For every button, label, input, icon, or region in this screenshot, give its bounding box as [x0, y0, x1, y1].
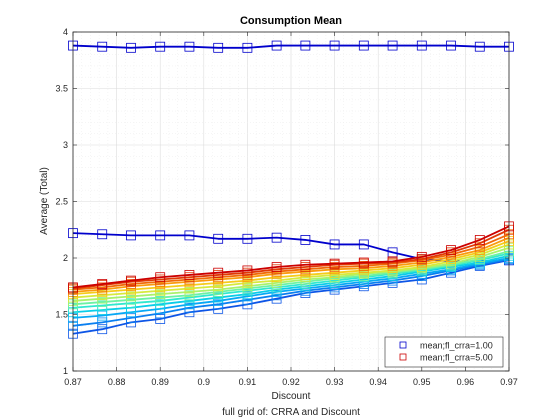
figure-caption: full grid of: CRRA and Discount: [222, 407, 360, 418]
x-axis-label: Discount: [272, 391, 311, 402]
data-point-marker: [329, 258, 340, 269]
series-line: [72, 257, 510, 319]
data-point-marker: [242, 233, 253, 244]
x-tick-label: 0.9: [198, 377, 211, 387]
series-line: [72, 258, 510, 327]
x-tick-label: 0.95: [413, 377, 431, 387]
data-point-marker: [126, 230, 136, 241]
data-point-marker: [387, 256, 398, 267]
y-tick-label: 1.5: [55, 310, 68, 320]
x-tick-label: 0.91: [239, 377, 257, 387]
y-tick-label: 4: [63, 27, 68, 37]
x-tick-label: 0.92: [282, 377, 300, 387]
series-line: [72, 243, 510, 299]
x-tick-label: 0.93: [326, 377, 344, 387]
y-tick-label: 2.5: [55, 197, 68, 207]
data-point-marker: [97, 279, 108, 289]
data-point-marker: [126, 42, 136, 53]
legend-label-crra-1: mean;fl_crra=1.00: [420, 341, 493, 351]
data-point-marker: [329, 40, 340, 51]
data-point-marker: [474, 41, 485, 52]
data-point-marker: [329, 239, 340, 250]
data-point-marker: [126, 275, 136, 286]
series-group: [68, 40, 514, 339]
x-tick-labels: 0.87 0.88 0.89 0.9 0.91 0.92 0.93 0.94 0.95 0.96 0…: [64, 377, 518, 387]
x-tick-label: 0.96: [457, 377, 475, 387]
grid: [72, 31, 510, 372]
y-axis-label: Average (Total): [39, 167, 50, 235]
data-point-marker: [213, 267, 224, 278]
y-tick-label: 2: [63, 253, 68, 263]
x-tick-label: 0.87: [64, 377, 82, 387]
series-0: [68, 40, 514, 53]
series-line: [72, 259, 510, 335]
data-point-marker: [97, 324, 108, 335]
series-line: [72, 240, 510, 296]
series-14: [68, 221, 514, 293]
series-line: [72, 44, 509, 49]
data-point-marker: [271, 40, 282, 51]
data-point-marker: [184, 41, 195, 52]
data-point-marker: [416, 251, 427, 262]
data-point-marker: [446, 40, 456, 51]
data-point-marker: [97, 41, 108, 52]
chart-title: Consumption Mean: [240, 15, 342, 27]
series-line: [72, 250, 510, 306]
data-point-marker: [271, 232, 282, 243]
data-point-marker: [300, 235, 311, 245]
data-point-marker: [300, 259, 311, 270]
series-line: [72, 236, 510, 293]
legend-marker-crra-5: [399, 353, 407, 361]
data-point-marker: [358, 257, 369, 268]
data-point-marker: [416, 40, 427, 51]
data-point-marker: [97, 310, 108, 321]
data-point-marker: [242, 42, 253, 53]
series-line: [72, 254, 510, 314]
series-line: [72, 233, 510, 291]
data-point-marker: [446, 245, 456, 255]
data-point-marker: [155, 41, 166, 52]
y-tick-labels: 1 1.5 2 2.5 3 3.5 4: [55, 27, 68, 376]
tick-marks: [72, 31, 510, 372]
data-point-marker: [155, 314, 166, 324]
data-point-marker: [184, 270, 195, 280]
x-tick-label: 0.94: [369, 377, 387, 387]
legend: mean;fl_crra=1.00 mean;fl_crra=5.00: [384, 336, 504, 368]
data-point-marker: [97, 317, 108, 328]
y-tick-label: 1: [63, 366, 68, 376]
data-point-marker: [97, 229, 108, 240]
series-line: [72, 252, 510, 309]
data-point-marker: [213, 42, 224, 53]
data-point-marker: [184, 230, 195, 241]
series-line: [72, 228, 510, 290]
series-line: [72, 225, 510, 289]
legend-label-crra-5: mean;fl_crra=5.00: [420, 353, 493, 363]
data-point-marker: [271, 262, 282, 272]
legend-marker-crra-1: [399, 341, 407, 349]
data-point-marker: [300, 40, 311, 51]
data-point-marker: [242, 265, 253, 276]
data-point-marker: [358, 40, 369, 51]
data-point-marker: [155, 272, 166, 283]
data-point-marker: [358, 239, 369, 250]
data-point-marker: [474, 235, 485, 245]
data-point-marker: [213, 233, 224, 244]
x-tick-label: 0.97: [500, 377, 518, 387]
x-tick-label: 0.89: [151, 377, 169, 387]
series-line: [72, 246, 510, 302]
y-tick-label: 3.5: [55, 84, 68, 94]
data-point-marker: [387, 40, 398, 51]
x-tick-label: 0.88: [108, 377, 126, 387]
y-tick-label: 3: [63, 140, 68, 150]
data-point-marker: [155, 230, 166, 241]
data-point-marker: [126, 312, 136, 323]
